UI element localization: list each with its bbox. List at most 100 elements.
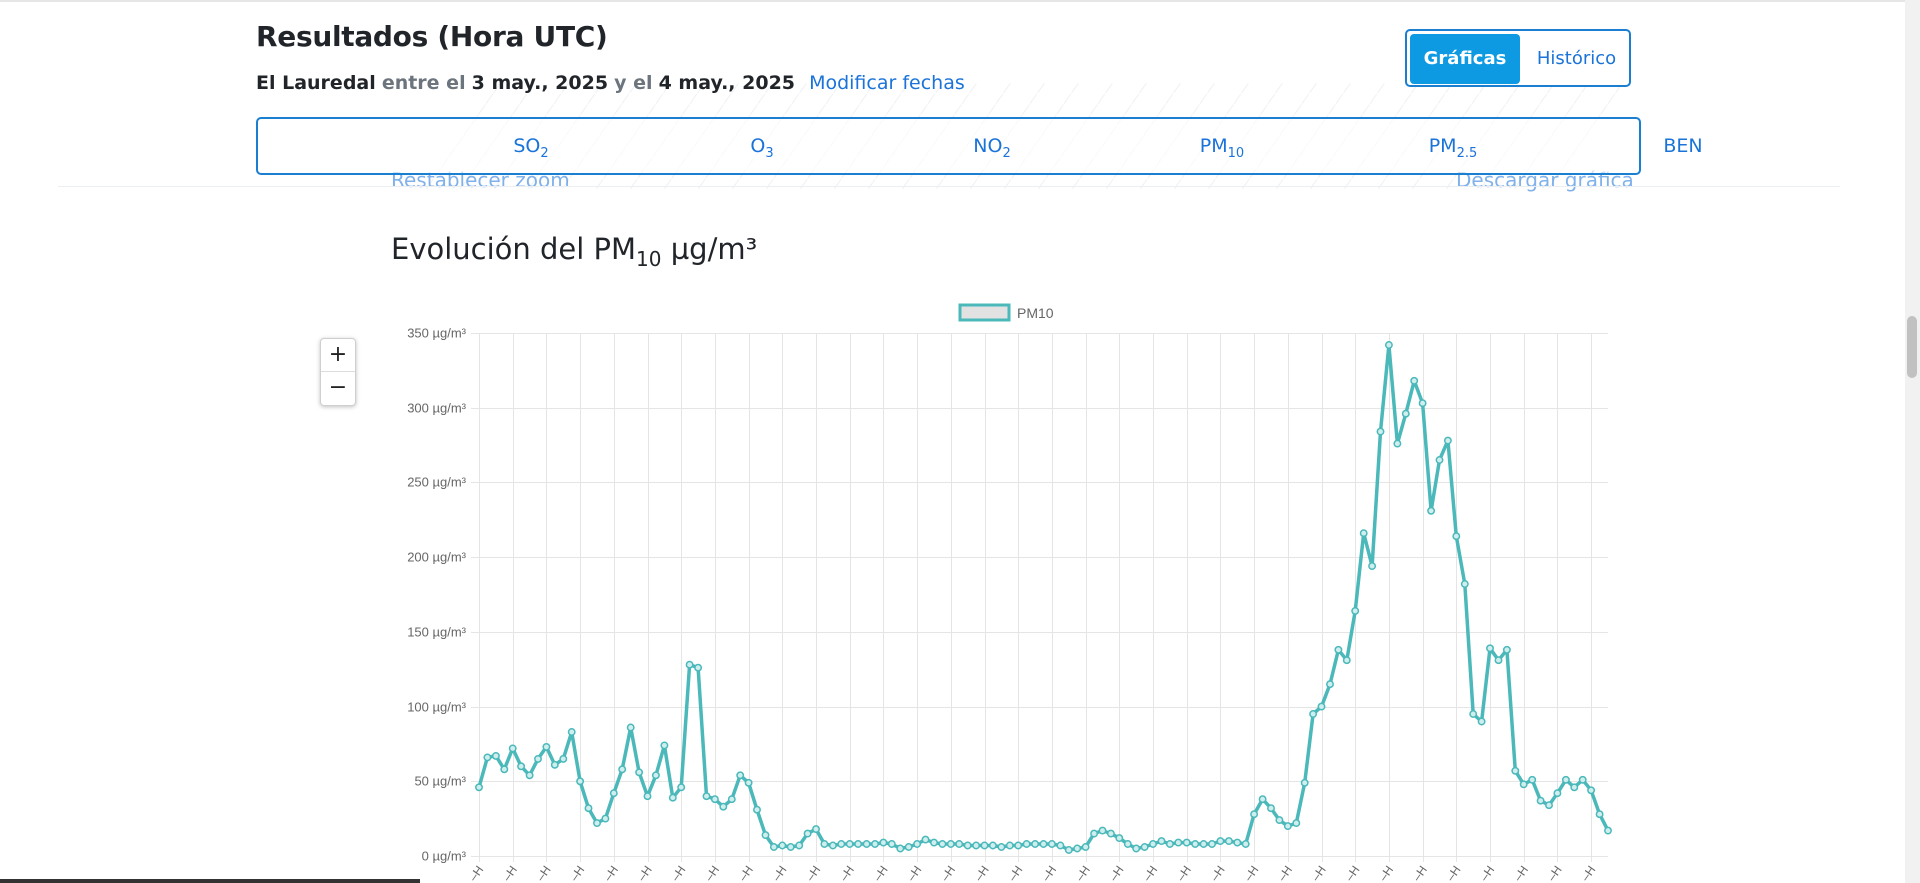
data-point	[963, 841, 972, 850]
data-point	[786, 843, 795, 851]
data-point	[584, 804, 593, 813]
data-point	[593, 819, 601, 828]
data-point	[1174, 838, 1183, 847]
data-point	[913, 840, 922, 848]
data-point	[559, 754, 568, 763]
x-tick-mark: –H	[1309, 863, 1329, 883]
data-point	[1561, 775, 1570, 784]
data-point	[1469, 710, 1478, 718]
data-point	[938, 840, 947, 848]
x-tick-mark: –H	[1106, 863, 1126, 883]
tab-so2[interactable]: SO2	[513, 135, 549, 161]
tab-no2[interactable]: NO2	[973, 135, 1011, 161]
and-text: y el	[614, 72, 653, 94]
data-point	[1317, 702, 1326, 711]
data-point	[702, 792, 711, 801]
page-scrollbar[interactable]	[1905, 0, 1920, 883]
x-tick-mark: –H	[466, 863, 486, 883]
data-point	[1056, 841, 1065, 850]
data-point	[820, 840, 829, 848]
tab-pm10[interactable]: PM10	[1199, 135, 1245, 161]
history-button[interactable]: Histórico	[1536, 48, 1617, 69]
data-point	[1275, 816, 1284, 825]
x-tick-mark: –H	[1342, 863, 1362, 883]
data-point	[1098, 826, 1107, 835]
data-point	[550, 760, 559, 769]
start-date: 3 may., 2025	[471, 72, 609, 94]
data-point	[1149, 840, 1157, 848]
x-tick-mark: –H	[1073, 863, 1093, 883]
data-point	[1106, 829, 1115, 838]
data-point	[685, 660, 694, 669]
data-point	[1258, 795, 1267, 804]
data-point	[1283, 822, 1292, 831]
data-point	[1140, 843, 1149, 851]
tab-ben[interactable]: BEN	[1663, 135, 1703, 157]
data-point	[862, 840, 871, 848]
data-point	[643, 792, 652, 801]
data-point	[744, 778, 753, 787]
x-tick-mark: –H	[1477, 863, 1497, 883]
tab-o3[interactable]: O3	[750, 135, 774, 161]
data-point	[1267, 804, 1275, 813]
modify-dates-link[interactable]: Modificar fechas	[809, 72, 965, 94]
y-tick-label: 50 µg/m³	[414, 774, 466, 789]
date-range-summary: El Lauredal entre el 3 may., 2025 y el 4…	[256, 72, 965, 94]
x-tick-mark: –H	[870, 863, 890, 883]
x-tick-mark: –H	[972, 863, 992, 883]
page-title: Resultados (Hora UTC)	[256, 20, 608, 53]
data-point	[542, 742, 551, 751]
top-border	[0, 0, 1905, 2]
y-tick-label: 0 µg/m³	[422, 849, 467, 864]
data-point	[887, 840, 896, 848]
data-point	[668, 793, 677, 802]
data-point	[1081, 843, 1090, 851]
x-tick-mark: –H	[1376, 863, 1396, 883]
chart-title: Evolución del PM10 µg/m³	[391, 232, 758, 271]
y-tick-label: 300 µg/m³	[407, 401, 466, 416]
x-tick-mark: –H	[702, 863, 722, 883]
data-point	[778, 841, 787, 850]
header-divider	[58, 186, 1840, 187]
x-tick-mark: –H	[904, 863, 924, 883]
data-point	[753, 805, 761, 814]
zoom-in-button[interactable]: +	[328, 342, 348, 367]
data-point	[1241, 840, 1250, 848]
data-point	[1418, 399, 1427, 408]
data-point	[1595, 810, 1604, 819]
data-point	[1486, 644, 1494, 653]
data-point	[1604, 826, 1612, 835]
tab-pm25[interactable]: PM2.5	[1428, 135, 1478, 161]
data-point	[651, 771, 660, 780]
data-point	[567, 728, 576, 736]
data-point	[1208, 840, 1216, 848]
x-tick-mark: –H	[500, 863, 520, 883]
scrollbar-thumb[interactable]	[1907, 316, 1917, 378]
data-point	[1528, 775, 1537, 784]
charts-button[interactable]: Gráficas	[1410, 34, 1520, 84]
legend-label: PM10	[1017, 305, 1054, 321]
x-tick-mark: –H	[938, 863, 958, 883]
data-point	[1064, 846, 1073, 854]
data-point	[626, 723, 635, 732]
data-point	[1519, 780, 1528, 789]
data-point	[660, 741, 669, 750]
data-point	[1570, 783, 1579, 792]
data-point	[710, 795, 719, 804]
data-point	[1047, 840, 1056, 848]
data-point	[1578, 775, 1587, 784]
data-point	[635, 768, 644, 777]
data-point	[1132, 844, 1141, 853]
data-point	[1384, 341, 1393, 349]
data-point	[1401, 409, 1410, 418]
data-point	[719, 802, 728, 811]
data-point	[1443, 436, 1452, 445]
data-point	[972, 841, 981, 850]
x-tick-mark: –H	[736, 863, 756, 883]
data-point	[1022, 840, 1031, 848]
data-point	[980, 841, 989, 850]
zoom-out-button[interactable]: −	[328, 375, 348, 400]
data-point	[1334, 645, 1343, 654]
data-point	[1342, 656, 1351, 665]
